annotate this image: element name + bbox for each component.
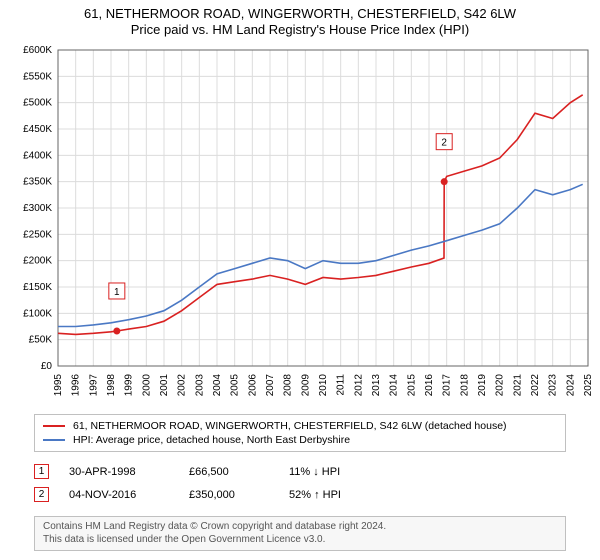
svg-text:2024: 2024 (565, 374, 576, 397)
svg-text:£600K: £600K (23, 45, 52, 56)
svg-text:2009: 2009 (300, 374, 311, 397)
svg-text:1995: 1995 (53, 374, 64, 397)
svg-text:1999: 1999 (124, 374, 135, 397)
line-chart-svg: £0 £50K £100K £150K £200K £250K £300K £350K £400… (8, 44, 592, 404)
legend-label-hpi: HPI: Average price, detached house, Nort… (73, 434, 350, 446)
svg-text:£100K: £100K (23, 308, 52, 319)
legend-swatch-hpi (43, 439, 65, 441)
sale-points: 1 30-APR-1998 £66,500 11% ↓ HPI 2 04-NOV… (34, 460, 566, 506)
svg-text:2: 2 (441, 138, 447, 149)
chart-area: £0 £50K £100K £150K £200K £250K £300K £350K £400… (8, 44, 592, 404)
footer-line2: This data is licensed under the Open Gov… (43, 534, 557, 547)
svg-text:2004: 2004 (212, 374, 223, 397)
svg-text:2011: 2011 (336, 374, 347, 396)
point-1-price: £66,500 (189, 466, 269, 478)
svg-text:2000: 2000 (141, 374, 152, 397)
svg-text:2020: 2020 (495, 374, 506, 397)
footer-line1: Contains HM Land Registry data © Crown c… (43, 521, 557, 534)
svg-text:2021: 2021 (512, 374, 523, 397)
title-line2: Price paid vs. HM Land Registry's House … (0, 22, 600, 38)
point-2-date: 04-NOV-2016 (69, 489, 169, 501)
point-1-pct: 11% ↓ HPI (289, 466, 389, 478)
svg-text:2025: 2025 (583, 374, 592, 397)
legend-swatch-property (43, 425, 65, 427)
svg-text:£500K: £500K (23, 98, 52, 109)
svg-text:2019: 2019 (477, 374, 488, 397)
legend-label-property: 61, NETHERMOOR ROAD, WINGERWORTH, CHESTE… (73, 420, 507, 432)
marker-1-icon: 1 (34, 464, 49, 479)
legend-box: 61, NETHERMOOR ROAD, WINGERWORTH, CHESTE… (34, 414, 566, 452)
svg-text:2016: 2016 (424, 374, 435, 397)
svg-text:2023: 2023 (548, 374, 559, 397)
point-2-pct: 52% ↑ HPI (289, 489, 389, 501)
svg-text:1996: 1996 (71, 374, 82, 397)
svg-text:2017: 2017 (442, 374, 453, 397)
title-line1: 61, NETHERMOOR ROAD, WINGERWORTH, CHESTE… (0, 6, 600, 22)
title-block: 61, NETHERMOOR ROAD, WINGERWORTH, CHESTE… (0, 0, 600, 39)
point-2-price: £350,000 (189, 489, 269, 501)
legend-row-hpi: HPI: Average price, detached house, Nort… (43, 433, 557, 447)
svg-text:2013: 2013 (371, 374, 382, 397)
svg-text:£450K: £450K (23, 124, 52, 135)
svg-text:2002: 2002 (177, 374, 188, 397)
svg-text:£300K: £300K (23, 203, 52, 214)
svg-text:2007: 2007 (265, 374, 276, 397)
svg-text:2014: 2014 (389, 374, 400, 397)
svg-text:1997: 1997 (88, 374, 99, 397)
svg-text:£350K: £350K (23, 177, 52, 188)
svg-text:2018: 2018 (459, 374, 470, 397)
svg-text:£200K: £200K (23, 256, 52, 267)
marker-2-icon: 2 (34, 487, 49, 502)
svg-text:£550K: £550K (23, 71, 52, 82)
svg-text:2015: 2015 (406, 374, 417, 397)
svg-text:£150K: £150K (23, 282, 52, 293)
svg-text:2008: 2008 (283, 374, 294, 397)
svg-text:£250K: £250K (23, 229, 52, 240)
point-row-2: 2 04-NOV-2016 £350,000 52% ↑ HPI (34, 483, 566, 506)
svg-text:£0: £0 (41, 361, 53, 372)
svg-text:£50K: £50K (29, 335, 53, 346)
svg-text:2005: 2005 (230, 374, 241, 397)
point-row-1: 1 30-APR-1998 £66,500 11% ↓ HPI (34, 460, 566, 483)
chart-figure: 61, NETHERMOOR ROAD, WINGERWORTH, CHESTE… (0, 0, 600, 560)
svg-text:2001: 2001 (159, 374, 170, 397)
svg-text:2006: 2006 (247, 374, 258, 397)
svg-text:2010: 2010 (318, 374, 329, 397)
svg-text:2003: 2003 (194, 374, 205, 397)
svg-text:2012: 2012 (353, 374, 364, 397)
svg-text:2022: 2022 (530, 374, 541, 397)
svg-text:1: 1 (114, 287, 120, 298)
svg-text:1998: 1998 (106, 374, 117, 397)
point-1-date: 30-APR-1998 (69, 466, 169, 478)
footer-attribution: Contains HM Land Registry data © Crown c… (34, 516, 566, 551)
svg-text:£400K: £400K (23, 150, 52, 161)
legend-row-property: 61, NETHERMOOR ROAD, WINGERWORTH, CHESTE… (43, 419, 557, 433)
